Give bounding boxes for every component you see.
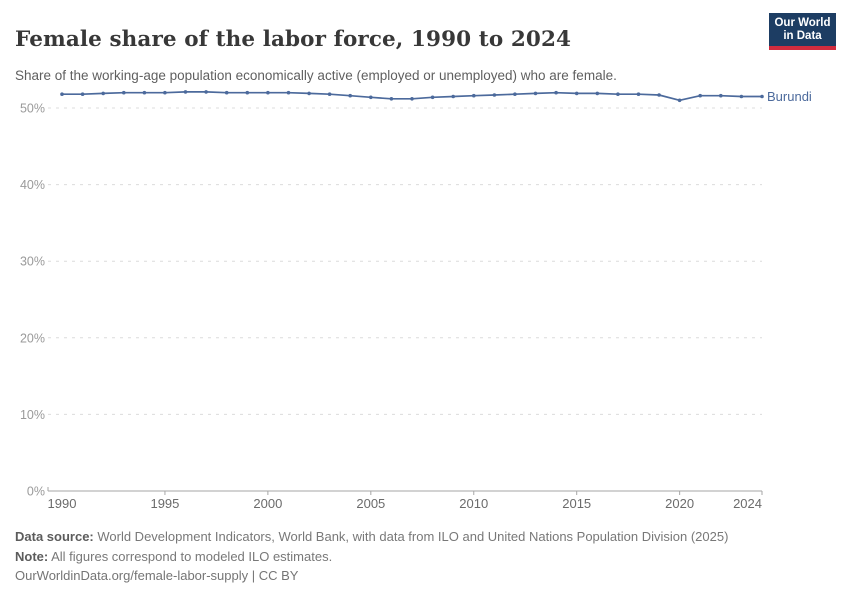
data-point[interactable] [533, 91, 538, 96]
data-source-line: Data source: World Development Indicator… [15, 527, 815, 547]
data-point[interactable] [60, 92, 64, 96]
x-axis-tick-label: 2015 [562, 496, 591, 511]
y-axis-tick-label: 50% [20, 102, 45, 116]
x-axis-tick-label: 2020 [665, 496, 694, 511]
owid-logo-line2: in Data [783, 29, 822, 42]
data-point[interactable] [142, 90, 147, 95]
data-point[interactable] [369, 95, 373, 100]
x-axis-tick-label: 2005 [356, 496, 385, 511]
data-point[interactable] [286, 90, 291, 95]
data-point[interactable] [163, 90, 167, 95]
data-point[interactable] [472, 93, 476, 98]
data-point[interactable] [451, 94, 456, 99]
x-axis-tick-label: 2010 [459, 496, 488, 511]
y-axis-tick-label: 0% [27, 485, 45, 499]
y-axis-tick-label: 40% [20, 178, 45, 192]
x-axis-tick-label: 1990 [48, 496, 77, 511]
data-point[interactable] [636, 92, 641, 96]
data-point[interactable] [719, 93, 723, 98]
data-point[interactable] [595, 91, 600, 96]
owid-logo-line1: Our World [774, 16, 831, 29]
data-point[interactable] [410, 97, 414, 101]
data-point[interactable] [616, 92, 620, 96]
data-source-label: Data source: [15, 529, 94, 544]
data-point[interactable] [574, 91, 579, 96]
data-point[interactable] [389, 97, 394, 101]
data-point[interactable] [430, 95, 435, 100]
chart-subtitle: Share of the working-age population econ… [15, 67, 617, 83]
data-point[interactable] [492, 93, 497, 97]
data-point[interactable] [698, 93, 702, 98]
data-point[interactable] [224, 90, 229, 95]
y-axis-tick-label: 30% [20, 255, 45, 269]
series-label-burundi[interactable]: Burundi [767, 89, 812, 104]
data-point[interactable] [513, 92, 517, 96]
owid-url-link[interactable]: OurWorldinData.org/female-labor-supply |… [15, 568, 299, 583]
data-point[interactable] [760, 94, 764, 99]
data-point[interactable] [677, 98, 682, 103]
data-point[interactable] [327, 92, 332, 96]
owid-logo[interactable]: Our World in Data [769, 13, 836, 50]
data-point[interactable] [80, 92, 85, 96]
note-text: All figures correspond to modeled ILO es… [48, 548, 333, 564]
x-axis-tick-label: 2024 [733, 496, 762, 511]
chart-footer: Data source: World Development Indicator… [15, 527, 815, 586]
data-point[interactable] [348, 93, 353, 98]
data-point[interactable] [183, 90, 188, 94]
x-axis-tick-label: 2000 [253, 496, 282, 511]
data-point[interactable] [204, 90, 208, 94]
data-point[interactable] [101, 91, 105, 96]
data-point[interactable] [266, 90, 270, 95]
note-line: Note: All figures correspond to modeled … [15, 547, 815, 567]
data-point[interactable] [122, 90, 126, 95]
y-axis-tick-label: 20% [20, 331, 45, 345]
y-axis-tick-label: 10% [20, 408, 45, 422]
data-point[interactable] [245, 90, 250, 95]
note-label: Note: [15, 548, 49, 564]
data-point[interactable] [657, 93, 661, 97]
page-title: Female share of the labor force, 1990 to… [15, 27, 572, 53]
data-point[interactable] [307, 91, 311, 96]
data-point[interactable] [739, 94, 744, 99]
data-point[interactable] [554, 90, 558, 95]
data-source-text: World Development Indicators, World Bank… [93, 529, 729, 544]
x-axis-tick-label: 1995 [150, 496, 179, 511]
